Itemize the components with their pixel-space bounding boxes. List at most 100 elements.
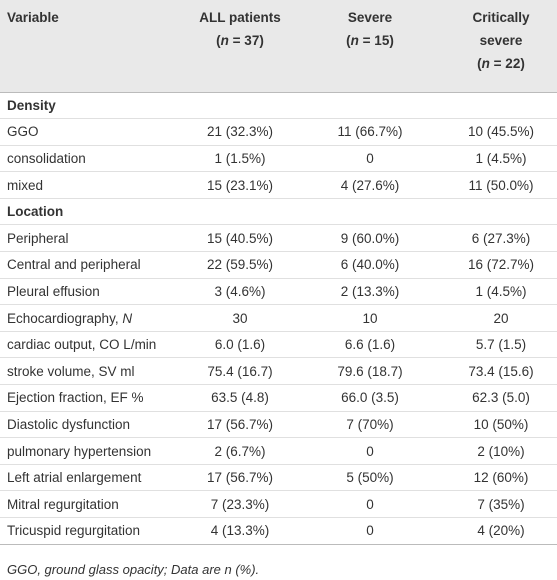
text: Diastolic dysfunction [7, 416, 131, 432]
text: Left atrial enlargement [7, 470, 142, 486]
text: severe [479, 33, 523, 48]
table-row: Left atrial enlargement 17 (56.7%) 5 (50%)… [0, 464, 557, 492]
row-label: cardiac output, CO L/min [0, 331, 185, 359]
text-part: n [350, 33, 359, 48]
value-cell: 1 (4.5%) [445, 278, 557, 306]
text: Severe [347, 10, 393, 25]
header-line: (n = 15) [299, 29, 441, 52]
text: 3 (4.6%) [214, 283, 266, 299]
text: 15 (23.1%) [206, 177, 274, 193]
text: 20 [493, 310, 509, 326]
row-label: pulmonary hypertension [0, 437, 185, 465]
header-line: (n = 37) [189, 29, 291, 52]
text-part: = 37) [228, 33, 264, 48]
value-cell: 4 (27.6%) [295, 171, 445, 199]
value-cell: 2 (13.3%) [295, 278, 445, 306]
value-cell: 12 (60%) [445, 464, 557, 492]
text: 9 (60.0%) [340, 230, 400, 246]
text: 2 (10%) [477, 443, 525, 459]
value-cell: 21 (32.3%) [185, 118, 295, 146]
table-row: pulmonary hypertension 2 (6.7%) 0 2 (10%) [0, 437, 557, 465]
row-label: Diastolic dysfunction [0, 411, 185, 439]
value-cell: 4 (20%) [445, 517, 557, 545]
text-part: = 15) [358, 33, 394, 48]
value-cell: 79.6 (18.7) [295, 357, 445, 386]
text: 5.7 (1.5) [475, 337, 527, 353]
text: 30 [232, 310, 248, 326]
header-line: Variable [7, 6, 181, 29]
row-label: stroke volume, SV ml [0, 357, 185, 386]
text: 0 [366, 496, 374, 512]
value-cell: 7 (35%) [445, 490, 557, 518]
text: 11 (50.0%) [468, 177, 534, 193]
text: 2 (6.7%) [214, 443, 266, 459]
text: 75.4 (16.7) [207, 363, 273, 379]
table-row: Density [0, 92, 557, 120]
header-line: (n = 22) [449, 52, 553, 75]
text: mixed [7, 177, 44, 193]
header-line: Critically [449, 6, 553, 29]
value-cell: 5.7 (1.5) [445, 331, 557, 359]
value-cell: 73.4 (15.6) [445, 357, 557, 386]
text: 10 (45.5%) [467, 124, 535, 140]
header-cell: ALL patients (n = 37) [185, 0, 295, 93]
text: 63.5 (4.8) [211, 390, 269, 406]
value-cell: 4 (13.3%) [185, 517, 295, 545]
table-row: Mitral regurgitation 7 (23.3%) 0 7 (35%) [0, 490, 557, 518]
value-cell: 63.5 (4.8) [185, 384, 295, 412]
row-label: consolidation [0, 145, 185, 173]
text: Central and peripheral [7, 257, 141, 273]
text: 0 [366, 150, 374, 166]
header-line: Severe [299, 6, 441, 29]
table-row: Ejection fraction, EF % 63.5 (4.8) 66.0 (3… [0, 384, 557, 412]
text: ALL patients [199, 10, 281, 25]
table-row: Tricuspid regurgitation 4 (13.3%) 0 4 (20%) [0, 517, 557, 545]
text-part: n [220, 33, 229, 48]
text: Mitral regurgitation [7, 496, 119, 512]
footnote: GGO, ground glass opacity; Data are n (%… [7, 561, 260, 577]
value-cell: 6 (40.0%) [295, 251, 445, 279]
text: 0 [366, 443, 374, 459]
text: 5 (50%) [346, 470, 394, 486]
row-label: Peripheral [0, 224, 185, 253]
row-label: Central and peripheral [0, 251, 185, 279]
text: 10 [362, 310, 378, 326]
value-cell: 10 (45.5%) [445, 118, 557, 146]
value-cell: 10 [295, 304, 445, 332]
value-cell: 1 (1.5%) [185, 145, 295, 173]
text: 7 (23.3%) [210, 496, 270, 512]
value-cell: 17 (56.7%) [185, 411, 295, 439]
text-part: n [481, 56, 490, 71]
row-label: Mitral regurgitation [0, 490, 185, 518]
table-row: Central and peripheral 22 (59.5%) 6 (40.0%… [0, 251, 557, 279]
value-cell: 10 (50%) [445, 411, 557, 439]
value-cell: 1 (4.5%) [445, 145, 557, 173]
text: 21 (32.3%) [206, 124, 274, 140]
value-cell: 2 (10%) [445, 437, 557, 465]
text-part: N [122, 310, 133, 326]
section-header: Density [0, 92, 557, 120]
text: Density [7, 97, 56, 113]
text: 11 (66.7%) [337, 124, 403, 140]
text: 17 (56.7%) [206, 416, 274, 432]
text: stroke volume, SV ml [7, 363, 135, 379]
text-part: Echocardiography, [7, 310, 123, 326]
value-cell: 6.0 (1.6) [185, 331, 295, 359]
row-label: GGO [0, 118, 185, 146]
header-cell: Critically severe (n = 22) [445, 0, 557, 93]
value-cell: 0 [295, 490, 445, 518]
text-part: ( [216, 33, 221, 48]
text: Peripheral [7, 230, 69, 246]
text: pulmonary hypertension [7, 443, 152, 459]
text: Pleural effusion [7, 283, 100, 299]
text: 2 (13.3%) [340, 283, 400, 299]
value-cell: 16 (72.7%) [445, 251, 557, 279]
text-part: ( [477, 56, 482, 71]
header-cell: Variable [0, 0, 185, 93]
value-cell: 0 [295, 437, 445, 465]
value-cell: 0 [295, 517, 445, 545]
table-header: Variable ALL patients (n = 37) Severe (n = 1… [0, 0, 557, 93]
value-cell: 6.6 (1.6) [295, 331, 445, 359]
